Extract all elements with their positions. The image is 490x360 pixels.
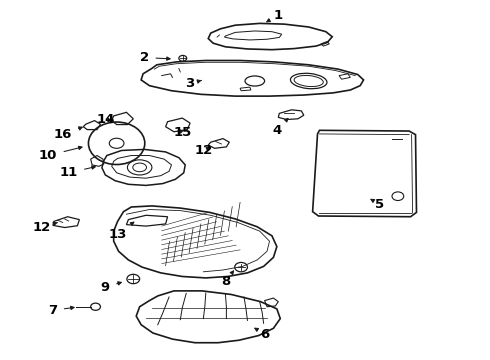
Text: 1: 1	[267, 9, 283, 22]
Text: 7: 7	[49, 304, 74, 317]
Text: 6: 6	[255, 328, 269, 341]
Text: 8: 8	[221, 271, 234, 288]
Text: 3: 3	[186, 77, 201, 90]
Text: 4: 4	[272, 118, 288, 137]
Text: 13: 13	[108, 222, 134, 241]
Text: 10: 10	[39, 146, 82, 162]
Text: 15: 15	[173, 126, 192, 139]
Text: 16: 16	[53, 127, 82, 141]
Text: 14: 14	[96, 113, 115, 126]
Text: 5: 5	[371, 198, 384, 211]
Text: 12: 12	[194, 144, 213, 157]
Text: 11: 11	[59, 166, 95, 179]
Text: 9: 9	[101, 281, 122, 294]
Text: 2: 2	[140, 51, 170, 64]
Text: 12: 12	[32, 221, 57, 234]
